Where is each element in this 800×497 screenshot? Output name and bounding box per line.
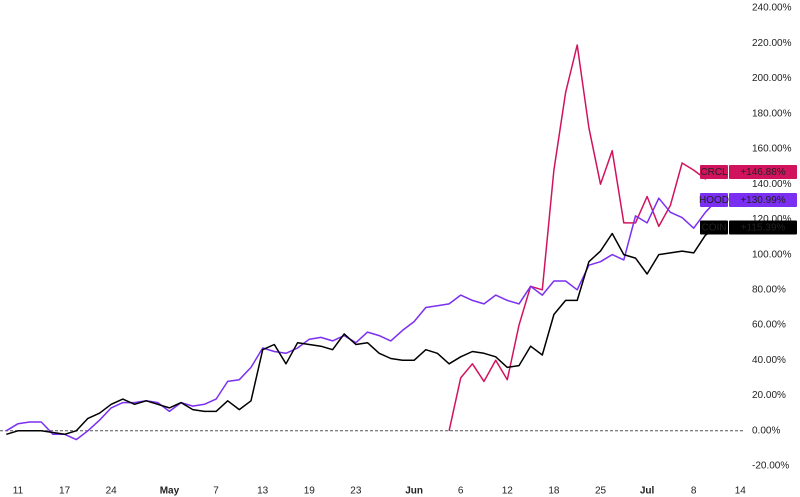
series-line bbox=[5, 197, 718, 441]
x-tick-label: 17 bbox=[59, 486, 71, 497]
value-tag bbox=[729, 220, 797, 235]
series-name: HOOD bbox=[699, 195, 729, 206]
x-tick-label: 6 bbox=[458, 486, 464, 497]
series-name: COIN bbox=[702, 223, 727, 234]
value-tag bbox=[729, 193, 797, 208]
series-line bbox=[448, 44, 718, 431]
y-tick-label: 100.00% bbox=[752, 249, 792, 260]
y-tick-label: 180.00% bbox=[752, 108, 792, 119]
x-tick-label: 24 bbox=[106, 486, 118, 497]
x-tick-label: 25 bbox=[595, 486, 607, 497]
series-tag bbox=[700, 193, 728, 208]
value-tag bbox=[729, 165, 797, 180]
value-label: +146.88% bbox=[740, 167, 785, 178]
value-label: +130.99% bbox=[740, 195, 785, 206]
y-tick-label: 80.00% bbox=[752, 284, 786, 295]
x-tick-label: 11 bbox=[13, 486, 24, 497]
x-tick-label: 13 bbox=[257, 486, 269, 497]
series-line bbox=[6, 226, 718, 436]
y-tick-label: 20.00% bbox=[752, 390, 786, 401]
x-tick-label: 18 bbox=[548, 486, 560, 497]
y-tick-label: 40.00% bbox=[752, 355, 786, 366]
series-name: CRCL bbox=[700, 167, 728, 178]
series-tag bbox=[700, 165, 728, 180]
x-tick-label: Jun bbox=[405, 486, 423, 497]
value-label: +115.39% bbox=[741, 223, 786, 234]
y-tick-label: 160.00% bbox=[752, 144, 792, 155]
y-tick-label: -20.00% bbox=[752, 461, 789, 472]
x-tick-label: 7 bbox=[213, 486, 219, 497]
x-tick-label: 12 bbox=[502, 486, 514, 497]
y-tick-label: 60.00% bbox=[752, 320, 786, 331]
y-tick-label: 140.00% bbox=[752, 179, 792, 190]
x-tick-label: May bbox=[160, 486, 180, 497]
y-tick-label: 0.00% bbox=[752, 425, 780, 436]
y-tick-label: 200.00% bbox=[752, 73, 792, 84]
y-tick-label: 240.00% bbox=[752, 3, 792, 14]
x-tick-label: 14 bbox=[735, 486, 747, 497]
y-tick-label: 120.00% bbox=[752, 214, 792, 225]
x-tick-label: 23 bbox=[350, 486, 362, 497]
y-tick-label: 220.00% bbox=[752, 38, 792, 49]
x-tick-label: Jul bbox=[640, 486, 655, 497]
x-tick-label: 8 bbox=[691, 486, 697, 497]
x-tick-label: 19 bbox=[304, 486, 316, 497]
series-tag bbox=[700, 220, 728, 235]
